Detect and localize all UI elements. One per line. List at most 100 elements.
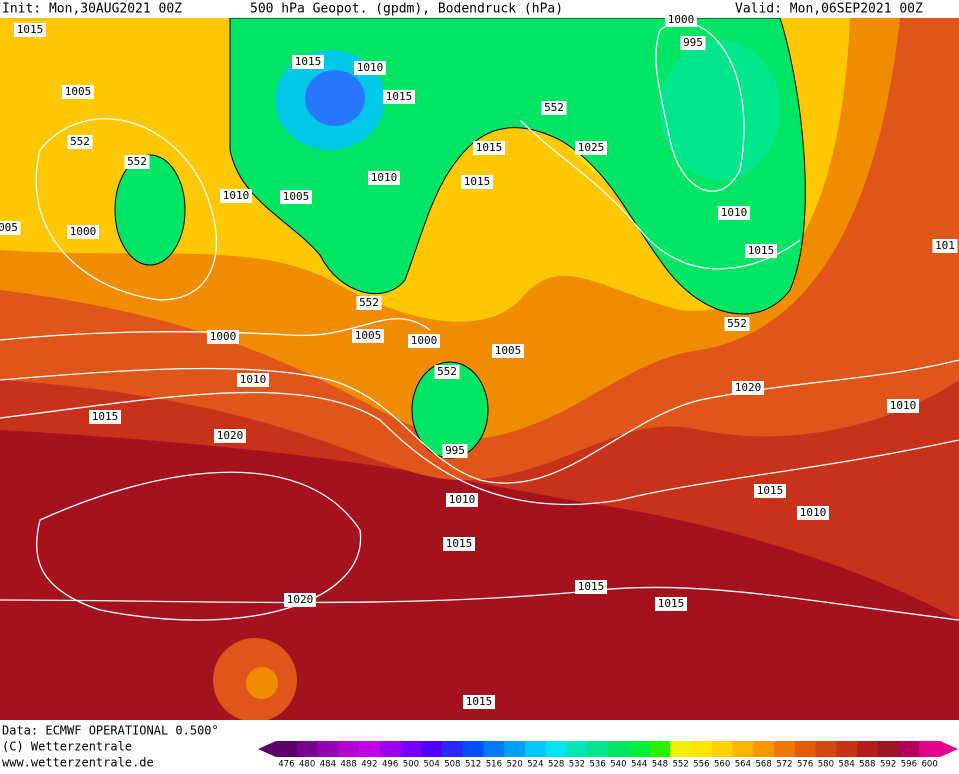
color-legend: 476 480 484 488 492 496 500 504 508 512 516 520 524 5… [258,741,958,770]
isobar-label: 1015 [386,90,413,103]
label-box [62,85,94,99]
isobar-labels: 1015 1005 552 552 1010 1000 005 1015 1010 1015 101… [0,13,958,709]
legend-swatch [442,741,464,757]
isobar-label: 1000 [70,225,97,238]
label-box [575,580,607,594]
isobar-label: 1010 [449,493,476,506]
legend-swatch [753,741,775,757]
label-box [67,225,99,239]
legend-label: 476 [278,760,294,770]
isobar-label: 995 [683,36,703,49]
isobar-label: 1020 [735,381,762,394]
label-box [352,329,384,343]
label-box [718,206,750,220]
isobar-label: 1005 [283,190,310,203]
legend-label: 552 [673,760,689,770]
label-box [745,244,777,258]
isobar-label: 552 [127,155,147,168]
legend-swatch [400,741,422,757]
legend-swatch [545,741,567,757]
label-box [442,444,468,458]
legend-swatch [877,741,899,757]
isobar-label: 1015 [578,580,605,593]
legend-swatch [338,741,360,757]
isobar-label: 1005 [355,329,382,342]
label-box [575,141,607,155]
isobar-label: 1010 [890,399,917,412]
legend-label: 532 [569,760,585,770]
legend-swatch [566,741,588,757]
label-box [541,101,567,115]
isobar-label: 1020 [287,593,314,606]
map-title: 500 hPa Geopot. (gpdm), Bodendruck (hPa) [250,2,563,17]
legend-swatch [504,741,526,757]
legend-swatch [794,741,816,757]
isobar-label: 1010 [357,61,384,74]
isobar-label: 005 [0,221,18,234]
legend-swatch [898,741,920,757]
isobar-label: 1010 [371,171,398,184]
label-box [492,344,524,358]
isobar-label: 1015 [92,410,119,423]
website: www.wetterzentrale.de [2,756,154,770]
legend-label: 544 [631,760,647,770]
label-box [124,155,150,169]
isobar-label: 1015 [466,695,493,708]
legend-label: 540 [610,760,626,770]
legend-label: 568 [756,760,772,770]
label-box [732,381,764,395]
label-box [356,296,382,310]
legend-swatch [421,741,443,757]
isobar-label: 1005 [65,85,92,98]
legend-swatch [317,741,339,757]
legend-label: 508 [444,760,460,770]
legend-swatch [359,741,381,757]
isobar-label: 1015 [757,484,784,497]
legend-swatch [691,741,713,757]
legend-swatch [774,741,796,757]
label-box [214,429,246,443]
legend-label: 500 [403,760,419,770]
legend-label: 480 [299,760,315,770]
isobar-label: 1015 [476,141,503,154]
isobar-label: 1010 [800,506,827,519]
isobar-label: 552 [544,101,564,114]
label-box [446,493,478,507]
label-box [443,537,475,551]
legend-arrow-left [258,741,276,757]
legend-label: 536 [590,760,606,770]
legend-label: 520 [507,760,523,770]
legend-label: 592 [880,760,896,770]
isobar-label: 1015 [658,597,685,610]
legend-swatch [732,741,754,757]
isobar-label: 1000 [210,330,237,343]
legend-swatch [462,741,484,757]
isobars [0,21,959,621]
isobar-label: 101 [935,239,955,252]
legend-swatch [857,741,879,757]
label-box [383,90,415,104]
label-box [932,239,958,253]
label-box [207,330,239,344]
legend-label: 580 [818,760,834,770]
isobar-label: 995 [445,444,465,457]
valid-time: Valid: Mon,06SEP2021 00Z [735,2,923,17]
isobar-label: 1020 [217,429,244,442]
legend-label: 564 [735,760,751,770]
legend-swatch [670,741,692,757]
legend-label: 484 [320,760,336,770]
label-box [463,695,495,709]
label-box [408,334,440,348]
label-box [473,141,505,155]
label-box [434,365,460,379]
legend-label: 488 [341,760,357,770]
init-time: Init: Mon,30AUG2021 00Z [2,2,182,17]
label-box [0,221,21,235]
label-box [754,484,786,498]
legend-label: 512 [465,760,481,770]
isobar-label: 1010 [240,373,267,386]
isobar-label: 1015 [464,175,491,188]
legend-label: 600 [922,760,938,770]
isobar-label: 552 [437,365,457,378]
